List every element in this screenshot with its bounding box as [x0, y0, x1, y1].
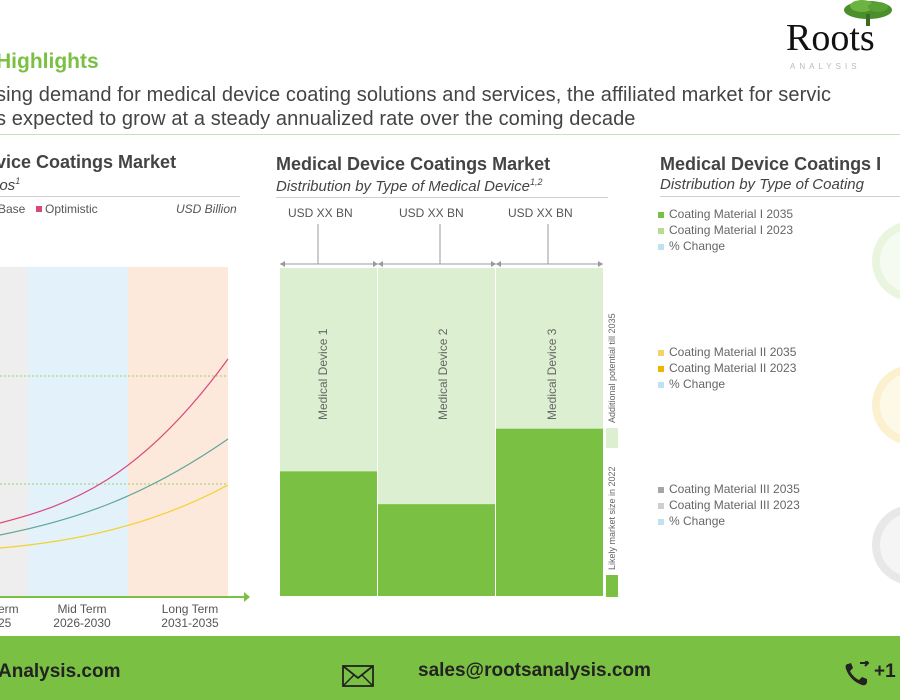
legend-additional-label: Additional potential till 2035	[607, 313, 617, 423]
logo-text: Roots	[786, 17, 875, 59]
conservative-line	[0, 484, 229, 549]
period-short-name: erm	[0, 602, 19, 616]
legend-item: Coating Material II 2023	[669, 361, 797, 375]
mail-icon	[342, 665, 374, 687]
left-panel-subtitle: ios1	[0, 176, 20, 194]
roots-analysis-logo: Roots ANALYSIS	[782, 0, 900, 75]
legend-swatch	[658, 487, 664, 493]
period-long-years: 2031-2035	[161, 616, 219, 630]
coating-legend-group-3: Coating Material III 2035 Coating Materi…	[652, 482, 812, 532]
legend-item: Coating Material I 2035	[669, 207, 794, 221]
legend-swatch	[658, 228, 664, 234]
legend-item: Coating Material II 2035	[669, 345, 797, 359]
coating-circle-1-inner	[880, 231, 900, 291]
device-3-likely-bar	[496, 428, 603, 596]
coating-circles	[872, 222, 900, 584]
left-panel-subtitle-sup: 1	[15, 176, 21, 186]
middle-panel-subtitle: Distribution by Type of Medical Device1,…	[276, 177, 543, 195]
legend-swatch	[658, 244, 664, 250]
right-panel-rule	[660, 196, 900, 197]
arrowhead	[373, 261, 378, 267]
middle-panel: Medical Device Coatings Market Distribut…	[270, 145, 630, 635]
usd-label-1: USD XX BN	[288, 206, 353, 220]
arrowhead	[598, 261, 603, 267]
left-panel-title: vice Coatings Market	[0, 152, 177, 172]
arrowhead	[496, 261, 501, 267]
legend-item: Coating Material I 2023	[669, 223, 794, 237]
phone-icon	[845, 661, 870, 686]
subtitle-line-2: s expected to grow at a steady annualize…	[0, 108, 636, 130]
left-panel-rule	[0, 196, 240, 197]
legend-optimistic-swatch	[36, 206, 42, 212]
usd-label-3: USD XX BN	[508, 206, 573, 220]
logo-tagline: ANALYSIS	[790, 62, 861, 71]
right-panel: Medical Device Coatings I Distribution b…	[652, 145, 900, 635]
device-label-1: Medical Device 1	[316, 328, 330, 420]
period-short-years: 25	[0, 616, 12, 630]
coating-circle-2-inner	[880, 375, 900, 435]
device-distribution-chart	[280, 224, 618, 597]
legend-likely-swatch	[606, 575, 618, 597]
header-divider	[0, 134, 900, 135]
middle-panel-rule	[276, 197, 608, 198]
footer-website[interactable]: Analysis.com	[0, 661, 121, 682]
period-long-name: Long Term	[161, 602, 219, 616]
middle-panel-subtitle-text: Distribution by Type of Medical Device	[276, 178, 530, 195]
legend-swatch	[658, 212, 664, 218]
section-title: Highlights	[0, 50, 99, 73]
period-mid-name: Mid Term	[57, 602, 107, 616]
legend-item: Coating Material III 2035	[669, 482, 800, 496]
x-axis-arrowhead	[244, 592, 250, 602]
legend-item: Coating Material III 2023	[669, 498, 800, 512]
legend-item: % Change	[669, 514, 726, 528]
units-label: USD Billion	[176, 202, 237, 216]
legend-item: % Change	[669, 377, 726, 391]
legend-swatch	[658, 503, 664, 509]
period-long: Long Term 2031-2035	[148, 602, 232, 630]
base-line	[0, 438, 229, 536]
coating-circle-3-inner	[880, 515, 900, 575]
arrowhead	[491, 261, 496, 267]
period-short: erm 25	[0, 602, 19, 630]
device-2-likely-bar	[378, 504, 495, 596]
footer-bar: Analysis.com sales@rootsanalysis.com +1	[0, 636, 900, 700]
device-label-3: Medical Device 3	[545, 328, 559, 420]
arrowhead	[378, 261, 383, 267]
optimistic-line	[0, 358, 229, 524]
legend-item: % Change	[669, 239, 726, 253]
legend-swatch	[658, 350, 664, 356]
legend-swatch	[658, 519, 664, 525]
legend-likely-label: Likely market size in 2022	[607, 466, 617, 570]
legend-additional-swatch	[606, 428, 618, 448]
long-term-band	[128, 267, 228, 597]
coating-legend-group-1: Coating Material I 2035 Coating Material…	[652, 207, 812, 257]
period-mid-years: 2026-2030	[53, 616, 111, 630]
device-1-likely-bar	[280, 471, 377, 596]
period-mid: Mid Term 2026-2030	[42, 602, 122, 630]
mid-term-band	[28, 267, 128, 597]
short-term-band	[0, 267, 28, 597]
legend-optimistic: Optimistic	[45, 202, 98, 216]
tree-icon	[844, 0, 892, 26]
legend-swatch	[658, 366, 664, 372]
right-panel-title: Medical Device Coatings I	[660, 154, 882, 174]
right-panel-subtitle: Distribution by Type of Coating	[660, 176, 864, 193]
coating-legend-group-2: Coating Material II 2035 Coating Materia…	[652, 345, 812, 395]
footer-email[interactable]: sales@rootsanalysis.com	[418, 660, 651, 681]
arrowhead	[280, 261, 285, 267]
usd-label-2: USD XX BN	[399, 206, 464, 220]
left-panel: vice Coatings Market ios1 Base Optimisti…	[0, 145, 262, 635]
middle-panel-subtitle-sup: 1,2	[530, 177, 543, 187]
footer-phone[interactable]: +1	[874, 661, 896, 682]
middle-panel-title: Medical Device Coatings Market	[276, 154, 551, 174]
left-panel-subtitle-text: ios	[0, 177, 16, 194]
device-label-2: Medical Device 2	[436, 328, 450, 420]
scenario-chart	[0, 267, 250, 602]
subtitle-line-1: sing demand for medical device coating s…	[0, 84, 832, 106]
legend-swatch	[658, 382, 664, 388]
legend-base: Base	[0, 202, 26, 216]
